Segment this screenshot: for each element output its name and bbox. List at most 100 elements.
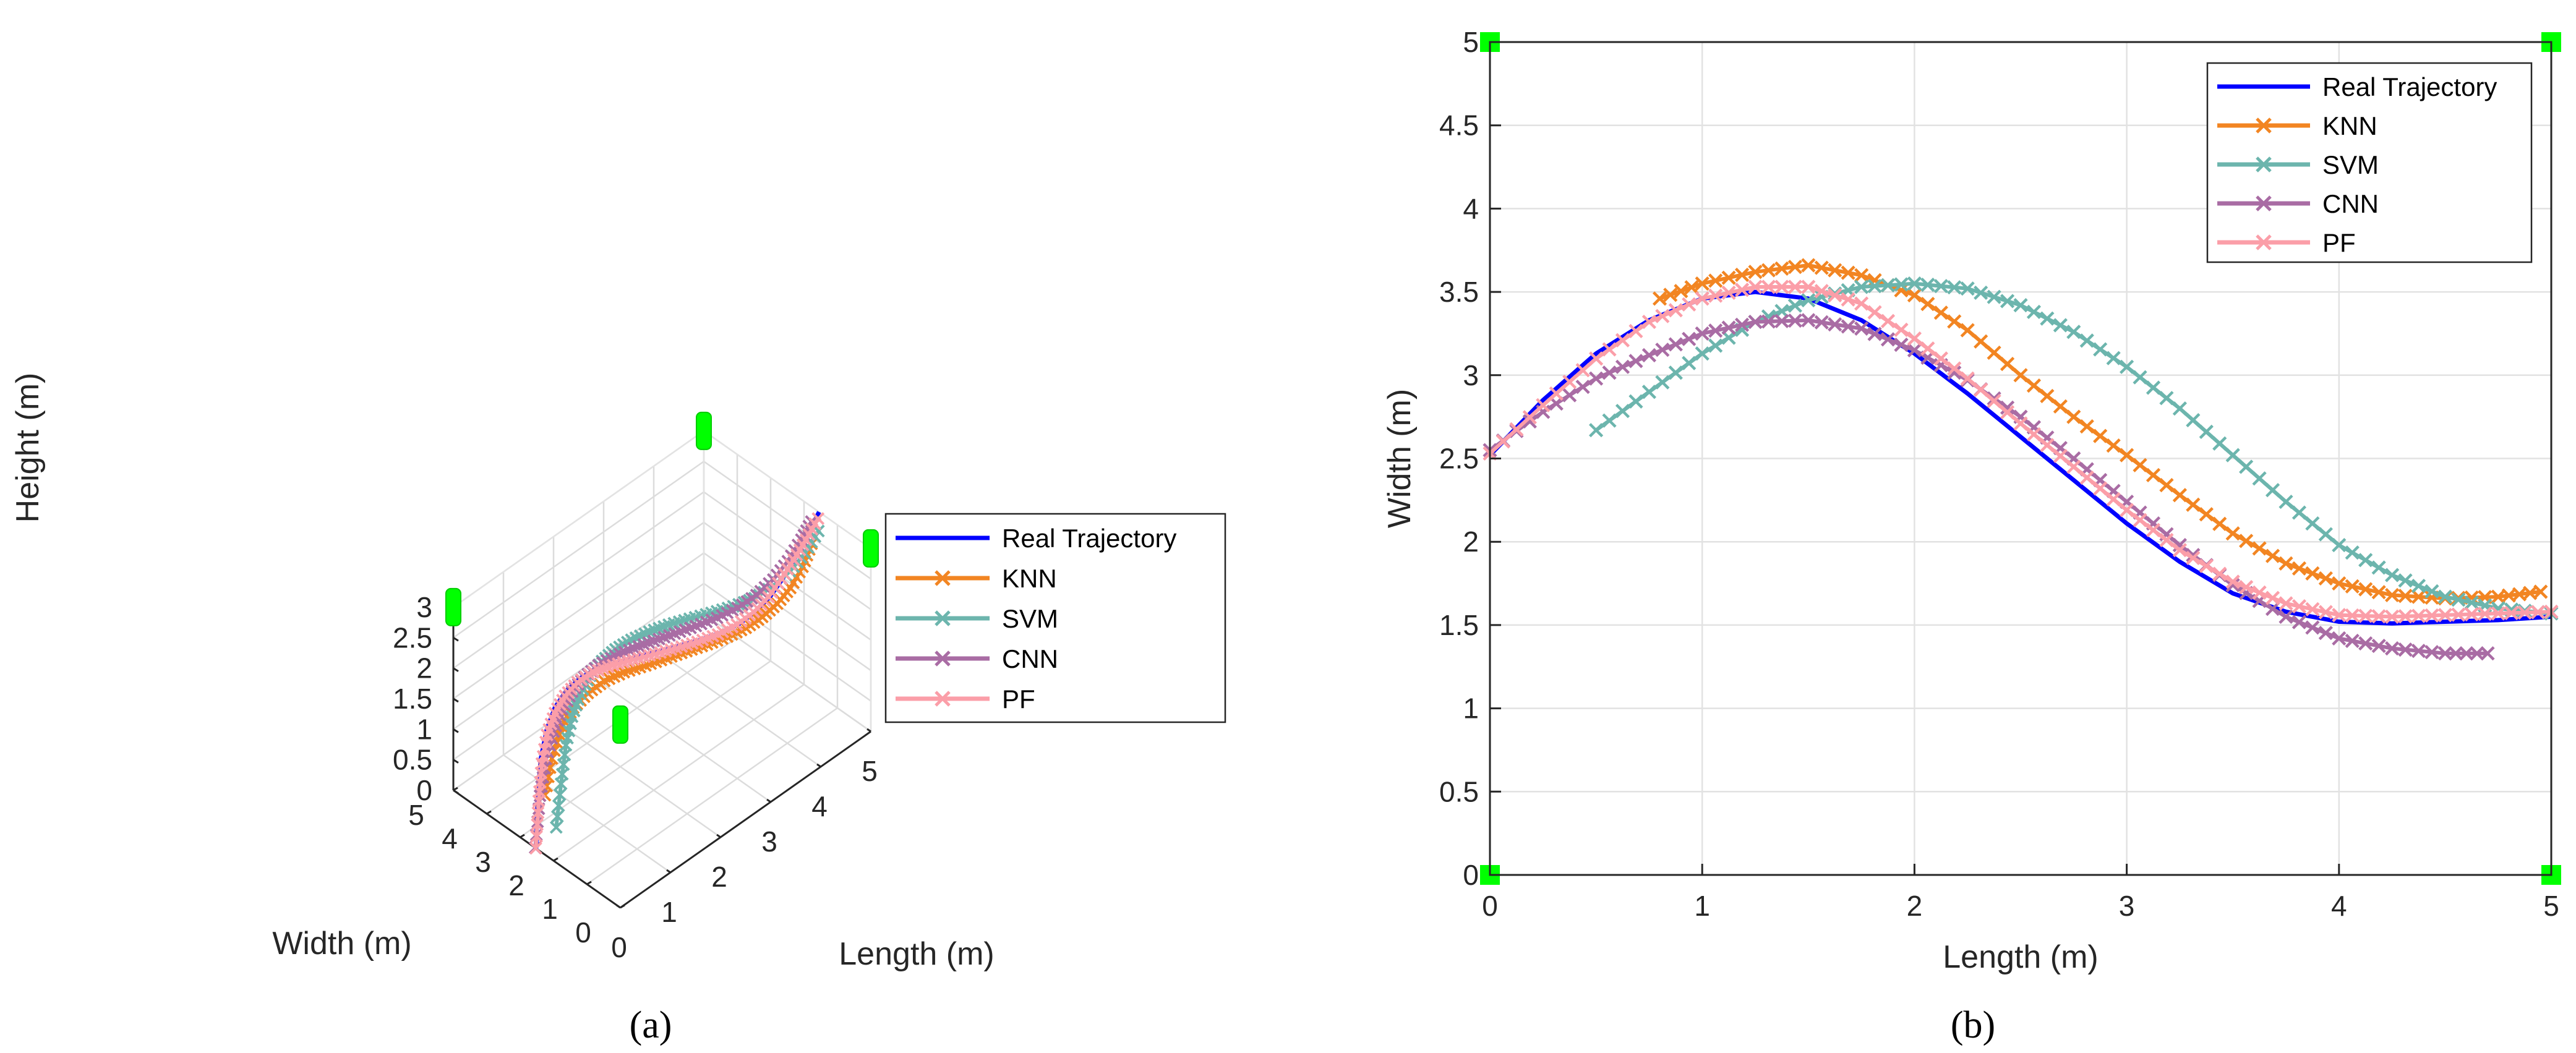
x-marker (1509, 422, 1524, 437)
length-tick-label: 4 (811, 790, 828, 822)
x-marker (1947, 365, 1962, 380)
x-marker (2212, 566, 2227, 581)
marker-stroke (1761, 263, 1776, 278)
panel-a-anchors (445, 411, 879, 744)
gridline (553, 718, 721, 838)
x-marker (1682, 297, 1697, 312)
x-marker (2371, 638, 2386, 654)
marker-stroke (2172, 543, 2187, 558)
marker-stroke (1920, 278, 1935, 292)
x-marker (2470, 646, 2484, 661)
legend-entry: PF (896, 684, 1035, 714)
series-pf (529, 512, 825, 855)
x-marker (2053, 448, 2068, 464)
marker-stroke (533, 785, 546, 798)
marker-stroke (1615, 404, 1630, 419)
length-tick-label: 1 (661, 896, 677, 928)
marker-stroke (1668, 365, 1683, 380)
x-marker (2480, 646, 2495, 661)
x-marker (2079, 470, 2094, 485)
marker-stroke (2106, 492, 2121, 507)
marker-stroke (935, 650, 951, 667)
marker-stroke (1907, 343, 1922, 357)
x-marker (1960, 281, 1975, 296)
x-marker (935, 570, 951, 586)
x-marker (1536, 398, 1551, 412)
x-marker (1920, 341, 1935, 356)
x-marker (1708, 288, 1723, 303)
marker-stroke (1947, 280, 1962, 295)
marker-stroke (534, 766, 548, 780)
marker-stroke (1960, 323, 1975, 338)
marker-stroke (935, 610, 951, 626)
x-marker (2186, 412, 2201, 428)
x-marker (1655, 309, 1670, 323)
x-marker (2120, 448, 2134, 463)
x-marker (2332, 608, 2347, 623)
length-tick (816, 763, 821, 768)
x-marker (2371, 560, 2386, 575)
x-marker (1787, 313, 1802, 328)
x-marker (2120, 359, 2134, 374)
legend-entry: Real Trajectory (2217, 72, 2497, 101)
marker-stroke (529, 842, 542, 855)
legend-entry: SVM (896, 604, 1058, 633)
marker-stroke (2265, 602, 2280, 616)
x-marker (1641, 315, 1656, 330)
x-marker (2079, 333, 2094, 348)
marker-stroke (2371, 585, 2386, 600)
height-tick (453, 728, 459, 733)
x-marker (2066, 325, 2081, 339)
box-edge (453, 430, 704, 608)
x-marker (2256, 195, 2272, 211)
height-tick-label: 2 (416, 652, 432, 684)
x-marker (2013, 298, 2028, 313)
x-marker (2411, 608, 2426, 623)
x-marker (1814, 260, 1829, 275)
marker-stroke (2186, 548, 2201, 563)
x-marker (2172, 488, 2187, 503)
marker-stroke (1748, 265, 1763, 279)
marker-stroke (2305, 566, 2320, 581)
length-axis-line (620, 730, 871, 909)
x-marker (1615, 333, 1630, 347)
x-marker (1761, 279, 1776, 294)
x-marker (530, 830, 543, 843)
panel-a-box-edges (452, 430, 872, 790)
marker-stroke (935, 570, 951, 586)
x-marker (1880, 332, 1896, 347)
x-marker (552, 799, 565, 812)
marker-stroke (2225, 578, 2240, 592)
x-marker (2451, 607, 2466, 622)
x-marker (2345, 545, 2360, 560)
length-axis-label: Length (m) (839, 936, 994, 972)
x-marker (1960, 371, 1975, 386)
x-marker (2013, 416, 2028, 431)
marker-stroke (1933, 305, 1948, 320)
x-marker (2358, 608, 2373, 623)
marker-stroke (2332, 608, 2347, 623)
x-marker (1947, 314, 1962, 329)
panel-b-series (1483, 258, 2559, 661)
marker-stroke (2491, 589, 2505, 604)
marker-stroke (2398, 573, 2413, 588)
x-marker (1761, 263, 1776, 278)
x-marker (2385, 587, 2400, 602)
x-marker (1668, 337, 1683, 352)
x-marker (1708, 323, 1723, 338)
marker-stroke (1774, 313, 1789, 328)
x-tick-label: 1 (1694, 890, 1710, 922)
x-marker (2199, 558, 2214, 573)
marker-stroke (2172, 401, 2187, 416)
x-marker (2291, 599, 2307, 614)
marker-stroke (2533, 584, 2548, 599)
marker-stroke (1787, 313, 1802, 328)
marker-stroke (1748, 279, 1763, 294)
panel-a-gridlines (452, 430, 872, 909)
marker-stroke (2133, 513, 2147, 527)
x-marker (1734, 317, 1750, 332)
x-marker (935, 610, 951, 626)
marker-stroke (2000, 400, 2015, 415)
marker-stroke (2411, 589, 2426, 604)
marker-stroke (1655, 309, 1670, 323)
